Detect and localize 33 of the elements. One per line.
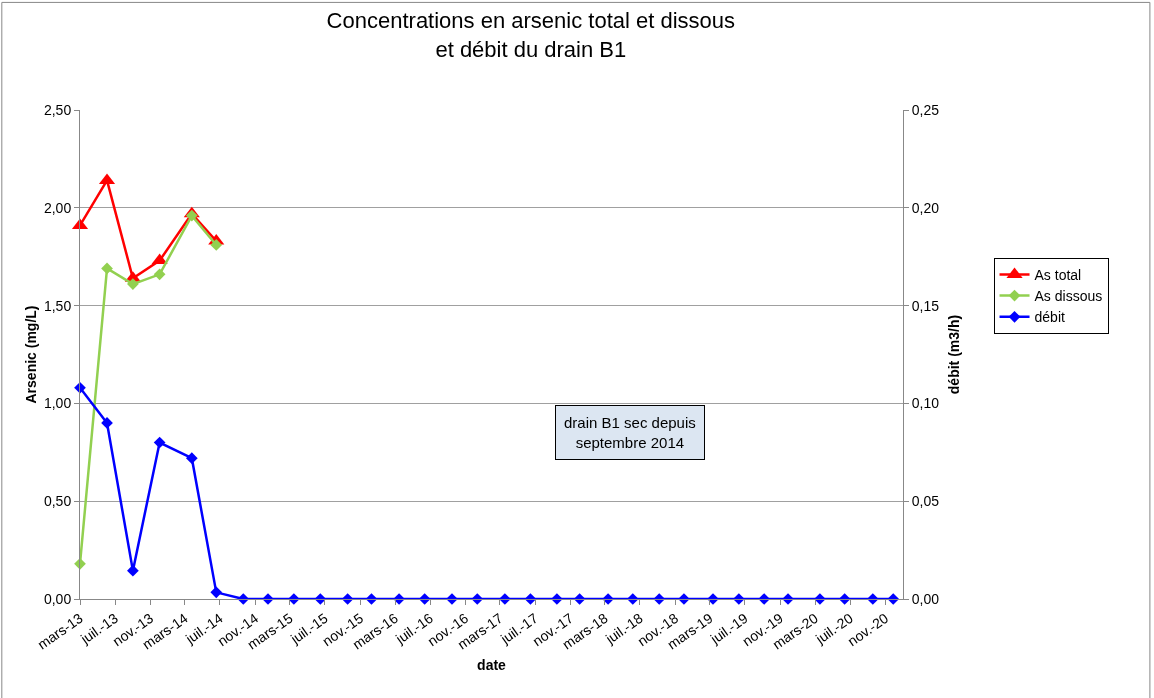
point [153,268,166,281]
y-tick-label: 1,50 [43,297,72,314]
legend-label: débit [1034,309,1065,326]
y-tick-label: 1,00 [43,395,72,412]
point [101,262,113,275]
y-tick-label: 0,00 [43,590,72,607]
legend-label: As total [1034,266,1082,283]
y2-tick-label: 0,15 [911,297,940,314]
chart-title: Concentrations en arsenic total et dissous et débit du drain B1 [326,7,736,62]
point [185,209,198,222]
point [127,278,139,290]
y-tick-label: 2,00 [43,199,72,216]
point [365,593,378,605]
annotation: drain B1 sec depuis septembre 2014 [564,414,696,451]
point [210,586,223,599]
legend-label: As dissous [1034,288,1103,305]
y2-tick-label: 0,20 [911,199,940,216]
point [74,381,86,394]
y2-tick-label: 0,25 [911,101,940,118]
point [573,593,586,605]
point [210,239,223,251]
x-axis-title: date [477,656,507,673]
point [153,436,166,449]
y-tick-label: 0,50 [43,493,72,510]
y-tick-label: 2,50 [43,101,72,118]
y2-tick-label: 0,05 [911,493,940,510]
y-axis-title: Arsenic (mg/L) [22,305,39,404]
point [151,253,168,265]
point [887,593,900,605]
y2-tick-label: 0,00 [911,590,940,607]
point [185,452,198,465]
y2-tick-label: 0,10 [911,395,940,412]
y2-axis-title: débit (m3/h) [945,314,962,395]
